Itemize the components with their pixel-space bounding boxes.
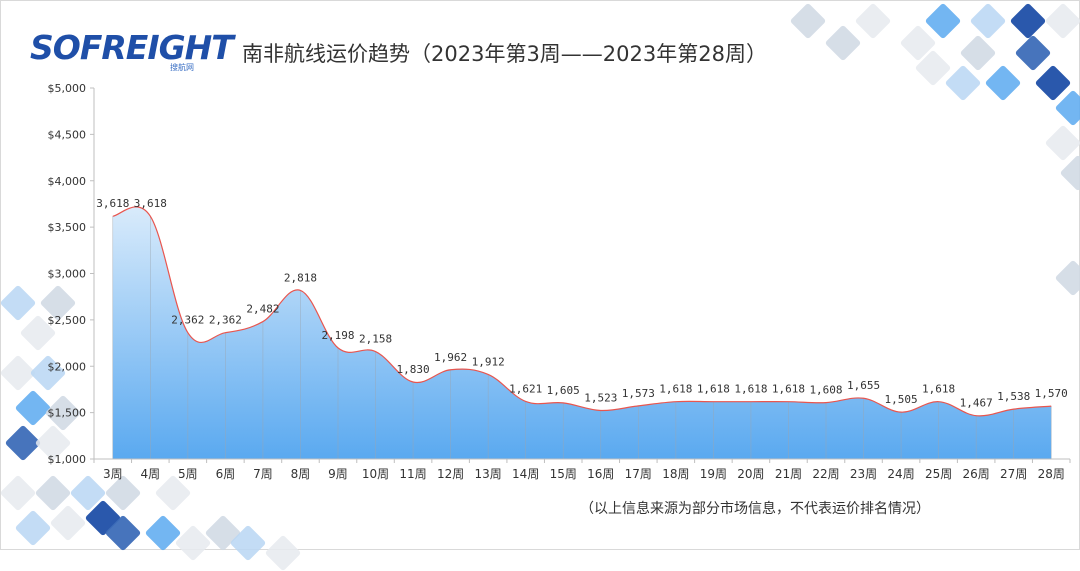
x-tick-label: 15周 (550, 467, 577, 481)
x-tick-label: 20周 (737, 467, 764, 481)
y-tick-label: $1,000 (48, 453, 87, 466)
y-tick-label: $3,500 (48, 221, 87, 234)
logo-text: SOFREIGHT (30, 28, 234, 67)
x-tick-label: 7周 (253, 467, 273, 481)
x-tick-label: 10周 (362, 467, 389, 481)
data-label: 1,608 (809, 384, 842, 397)
data-label: 1,605 (547, 384, 580, 397)
y-tick-label: $4,500 (48, 128, 87, 141)
x-tick-label: 22周 (812, 467, 839, 481)
x-tick-label: 17周 (625, 467, 652, 481)
series-line (112, 206, 1052, 417)
data-label: 1,618 (734, 383, 767, 396)
data-label: 2,482 (246, 303, 279, 316)
y-tick-label: $2,500 (48, 314, 87, 327)
logo-subtext: 搜航网 (170, 63, 194, 72)
data-label: 1,618 (697, 383, 730, 396)
data-label: 2,362 (171, 314, 204, 327)
x-tick-label: 24周 (887, 467, 914, 481)
data-label: 1,912 (472, 355, 505, 368)
data-label: 2,198 (321, 329, 354, 342)
y-tick-label: $1,500 (48, 407, 87, 420)
x-tick-label: 8周 (291, 467, 311, 481)
x-tick-label: 4周 (140, 467, 160, 481)
x-tick-label: 26周 (963, 467, 990, 481)
x-tick-label: 12周 (437, 467, 464, 481)
chart-footnote: （以上信息来源为部分市场信息，不代表运价排名情况） (580, 501, 930, 517)
x-tick-label: 23周 (850, 467, 877, 481)
data-label: 1,618 (922, 383, 955, 396)
x-tick-label: 3周 (103, 467, 123, 481)
data-label: 1,570 (1035, 387, 1068, 400)
x-tick-label: 18周 (662, 467, 689, 481)
y-tick-label: $3,000 (48, 268, 87, 281)
y-tick-label: $4,000 (48, 175, 87, 188)
data-label: 1,830 (397, 363, 430, 376)
x-tick-label: 28周 (1038, 467, 1065, 481)
area-fill (112, 206, 1052, 459)
data-label: 3,618 (96, 197, 129, 210)
data-label: 2,158 (359, 333, 392, 346)
x-tick-label: 13周 (475, 467, 502, 481)
chart-title: 南非航线运价趋势（2023年第3周——2023年第28周） (242, 42, 767, 66)
data-label: 1,962 (434, 351, 467, 364)
data-label: 1,467 (960, 397, 993, 410)
area-chart: $1,000 $1,500 $2,000 $2,500 $3,000 $3,500 $4,0… (48, 82, 1071, 481)
data-label: 1,618 (659, 383, 692, 396)
x-tick-label: 11周 (399, 467, 426, 481)
data-label: 1,523 (584, 391, 617, 404)
x-tick-label: 19周 (700, 467, 727, 481)
y-tick-label: $5,000 (48, 82, 87, 95)
data-label: 1,505 (885, 393, 918, 406)
x-tick-label: 21周 (775, 467, 802, 481)
x-tick-label: 16周 (587, 467, 614, 481)
data-label: 1,655 (847, 379, 880, 392)
data-label: 2,362 (209, 314, 242, 327)
data-label: 1,573 (622, 387, 655, 400)
data-label: 1,618 (772, 383, 805, 396)
data-label: 2,818 (284, 271, 317, 284)
data-label: 1,621 (509, 382, 542, 395)
x-tick-label: 27周 (1000, 467, 1027, 481)
x-tick-label: 25周 (925, 467, 952, 481)
x-tick-label: 6周 (216, 467, 236, 481)
sofreight-logo: SOFREIGHT 搜航网 (30, 28, 234, 74)
x-tick-label: 9周 (328, 467, 348, 481)
y-tick-label: $2,000 (48, 360, 87, 373)
x-tick-label: 5周 (178, 467, 198, 481)
data-label: 1,538 (997, 390, 1030, 403)
data-label: 3,618 (134, 197, 167, 210)
x-tick-label: 14周 (512, 467, 539, 481)
